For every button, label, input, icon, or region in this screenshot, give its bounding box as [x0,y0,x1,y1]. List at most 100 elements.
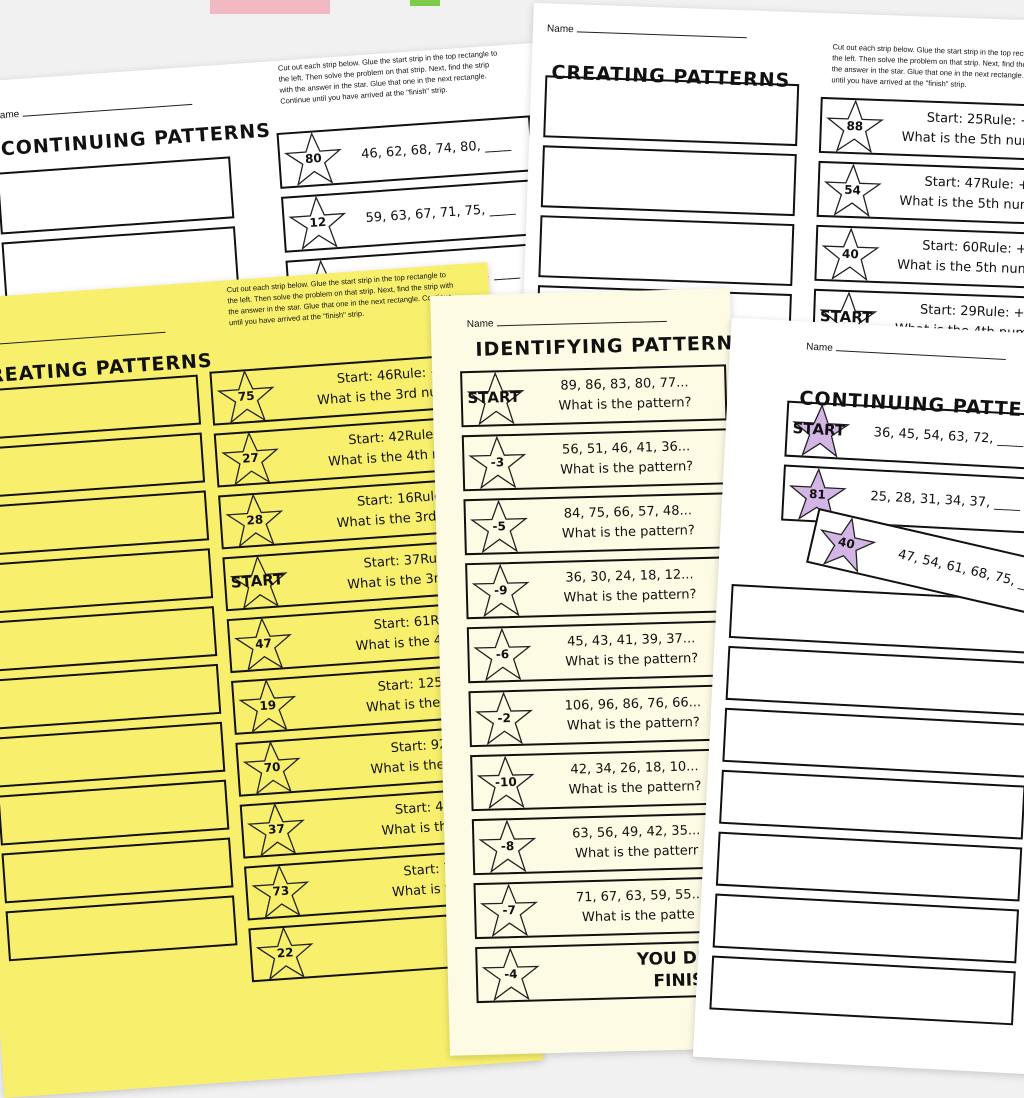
name-label: Name [546,23,574,36]
name-label: Name [466,318,494,331]
pattern-strip[interactable]: 80 46, 62, 68, 74, 80, ____ [276,115,534,189]
star-icon: 88 [825,98,885,154]
star-answer-label: 54 [843,182,862,198]
pattern-strip[interactable]: -2 106, 96, 86, 76, 66... What is the patt… [468,684,736,748]
strip-text: 46, 62, 68, 74, 80, ____ [342,133,531,166]
glue-rectangle [0,606,218,672]
number-sequence: 36, 45, 54, 63, 72, ____ [873,425,1024,449]
worksheet-continuing-patterns-right: Name Continuing Patterns START 36, 45, 54, … [692,317,1024,1075]
name-line[interactable] [835,350,1006,360]
pattern-strip[interactable]: START Start: 37Rule What is the 3rd nu [222,536,530,612]
name-line[interactable] [22,103,193,117]
glue-rectangle [543,75,800,147]
name-field[interactable]: Name [0,97,193,122]
pattern-strip[interactable]: -10 42, 34, 26, 18, 10... What is the patt… [470,748,738,812]
strip-text: 106, 96, 86, 76, 66... What is the patter… [533,692,734,737]
number-sequence: 46, 62, 68, 74, 80, ____ [360,136,512,163]
pattern-strip[interactable]: 73 Start: 7 What is the [244,845,544,921]
pattern-strip[interactable]: 28 Start: 16Rule: What is the 3rd num [218,474,526,550]
glue-rectangle [1,837,234,904]
star-icon: START [228,553,290,611]
pattern-strip[interactable]: 40 47, 54, 61, 68, 75, ____ [806,507,1024,622]
glue-rectangle [715,831,1023,902]
pattern-strip[interactable]: -4 YOU DID I FINISHE [475,940,743,1004]
start-value: Start: 61 [373,614,431,633]
question-text: What is the pattern? [561,523,696,542]
start-value: Start: 125 [377,675,444,695]
star-icon: 40 [812,510,881,576]
star-answer-label: -10 [494,774,517,790]
star-answer-label: START [467,387,521,408]
glue-boxes [0,374,238,970]
pattern-strip[interactable]: -8 63, 56, 49, 42, 35... What is the patte… [471,812,740,876]
name-field[interactable]: Name [547,23,747,41]
star-icon: 81 [787,466,848,523]
question-text: What is the 5th number? [901,129,1024,151]
green-paper [410,0,440,6]
pattern-strip[interactable]: -3 56, 51, 46, 41, 36... What is the patte… [461,428,730,492]
star-answer-label: -6 [495,647,510,662]
pattern-strip[interactable]: 75 Start: 46Rule: +8 What is the 3rd numbe… [209,350,517,426]
start-value: Start: 92 [390,737,448,757]
glue-rectangle [0,779,230,846]
name-field[interactable]: Name [0,325,166,350]
pattern-strip[interactable]: 40 Start: 60Rule: +7 What is the 5th numbe… [814,224,1024,291]
star-answer-label: -5 [492,519,507,534]
glue-rectangle [719,769,1024,840]
star-icon: 40 [820,226,880,282]
strip-text: 89, 86, 83, 80, 77... What is the pattern… [524,372,725,417]
pattern-strip[interactable]: 54 Start: 47Rule: +2 What is the 5th numbe… [816,160,1024,227]
pattern-strip[interactable]: -9 36, 30, 24, 18, 12... What is the patte… [465,556,733,620]
pattern-strip[interactable]: START 36, 45, 54, 63, 72, ____ [784,400,1024,471]
glue-rectangle [0,156,235,235]
star-answer-label: -3 [490,455,505,470]
pattern-strip[interactable]: -6 45, 43, 41, 39, 37... What is the patte… [466,620,735,684]
pattern-strip[interactable]: 37 Start: 49 What is the 5 [239,783,544,859]
star-icon: 19 [237,677,299,735]
name-field[interactable]: Name [806,342,1006,363]
name-line[interactable] [496,320,667,327]
pattern-strip[interactable]: 70 Start: 92 What is the 5th [235,721,543,797]
pattern-strip[interactable]: START 89, 86, 83, 80, 77... What is the pa… [460,364,728,428]
star-icon: START [466,371,525,426]
pattern-strip[interactable]: -5 84, 75, 66, 57, 48... What is the patte… [463,492,731,556]
pattern-strip[interactable]: 88 Start: 25Rule: +3 What is the 5th numbe… [818,96,1024,163]
rule-value: Rule: +5 [976,304,1024,322]
instructions-text: Cut out each strip below. Glue the start… [831,42,1024,90]
worksheet-creating-patterns-yellow: NameCreating PatternsCut out each strip … [0,262,544,1098]
strip-text: 84, 75, 66, 57, 48... What is the pattern… [528,500,729,545]
name-line[interactable] [0,331,166,345]
glue-rectangle [0,721,226,788]
pattern-strip[interactable]: 22YOU WFIN [248,907,544,983]
strip-text: 56, 51, 46, 41, 36... What is the pattern… [526,436,727,481]
question-text: What is the 5th number? [899,193,1024,215]
glue-rectangle [0,432,206,499]
strip-text: 59, 63, 67, 71, 75, ____ [346,197,535,230]
strip-text: 45, 43, 41, 39, 37... What is the pattern… [531,628,732,673]
star-icon: -4 [481,946,540,1002]
pattern-strip[interactable]: 81 25, 28, 31, 34, 37, ____ [781,464,1024,535]
pattern-strip[interactable]: 27 Start: 42Rule: - What is the 4th numb [213,412,521,488]
name-line[interactable] [576,31,747,39]
star-icon: 37 [246,800,308,858]
pattern-strips: 88 Start: 25Rule: +3 What is the 5th numbe… [812,96,1024,352]
start-value: Start: 37 [363,552,421,572]
name-label: Name [805,341,834,354]
pattern-strip[interactable]: 12 59, 63, 67, 71, 75, ____ [280,179,539,253]
rule-value: Rule: +7 [978,240,1024,258]
star-icon: -6 [473,627,532,682]
question-text: What is the pattern? [568,779,702,798]
start-value: Start: 16 [356,490,415,510]
star-icon: 47 [233,615,295,673]
star-icon: 73 [250,862,312,920]
worksheet-title: Identifying Patterns [475,331,749,361]
star-icon: 22 [254,924,316,982]
name-field[interactable]: Name [467,314,667,330]
strip-text: 36, 30, 24, 18, 12... What is the pattern… [529,564,730,609]
start-value: Start: 47 [924,174,982,192]
pattern-strip[interactable]: -7 71, 67, 63, 59, 55.. What is the patte [473,876,741,940]
star-answer-label: -2 [497,711,512,726]
star-icon: 27 [220,429,282,487]
